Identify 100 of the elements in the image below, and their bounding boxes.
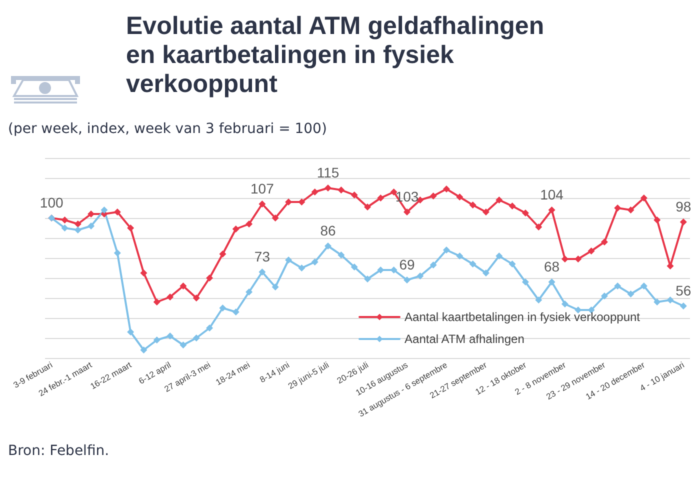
data-label: 73 (254, 248, 270, 264)
point (180, 342, 187, 348)
point (166, 332, 174, 340)
point (192, 334, 200, 342)
point (548, 206, 556, 214)
point (298, 198, 306, 206)
point (364, 204, 371, 210)
point (74, 220, 82, 228)
point (153, 298, 160, 306)
point (88, 222, 95, 230)
data-label: 68 (544, 258, 560, 274)
point (258, 200, 266, 208)
point (654, 216, 661, 224)
point (561, 300, 568, 308)
point (522, 278, 529, 286)
point (350, 192, 358, 198)
data-label: 103 (395, 188, 419, 204)
point (272, 284, 279, 290)
data-label: 98 (676, 198, 692, 214)
point (324, 242, 332, 250)
point (390, 266, 398, 274)
point (614, 282, 622, 290)
point (403, 208, 410, 216)
point (548, 278, 556, 286)
point (469, 260, 476, 268)
point (114, 208, 121, 216)
point (246, 288, 253, 296)
point (640, 194, 648, 202)
data-label: 69 (399, 256, 415, 272)
point (219, 304, 226, 312)
point (364, 276, 371, 282)
point (442, 186, 450, 192)
chart-subtitle: (per week, index, week van 3 februari = 100) (8, 121, 327, 137)
point (140, 270, 148, 276)
point (285, 256, 292, 264)
point (600, 238, 608, 246)
point (627, 290, 634, 298)
point (456, 194, 464, 200)
legend-label: Aantal kaartbetalingen in fysiek verkooppunt (404, 310, 641, 324)
point (482, 208, 490, 216)
point (561, 256, 568, 262)
legend-label: Aantal ATM afhalingen (404, 332, 524, 346)
point (574, 256, 582, 262)
point (403, 276, 410, 284)
point (272, 214, 279, 222)
point (430, 262, 437, 268)
point (127, 328, 134, 336)
data-label: 100 (40, 194, 64, 210)
point (311, 258, 318, 266)
point (680, 302, 687, 310)
data-label: 104 (540, 186, 564, 202)
point (206, 274, 214, 282)
point (496, 252, 503, 260)
point (338, 252, 345, 258)
data-label: 86 (320, 222, 336, 238)
data-label: 56 (676, 282, 692, 298)
point (258, 268, 266, 276)
point (140, 346, 148, 354)
point (232, 226, 240, 232)
point (508, 260, 516, 268)
point (127, 224, 134, 232)
point (114, 250, 121, 256)
point (61, 216, 68, 224)
point (600, 292, 608, 300)
point (496, 196, 503, 204)
point (100, 206, 108, 214)
point (535, 224, 542, 230)
point (535, 296, 542, 304)
point (469, 202, 476, 208)
point (627, 206, 634, 214)
point (61, 224, 68, 232)
data-label: 107 (250, 180, 274, 196)
text: Bron: Febelfin. (8, 443, 110, 459)
point (666, 296, 674, 304)
point (206, 324, 214, 332)
point (430, 192, 437, 200)
point (390, 188, 398, 196)
point (588, 248, 595, 254)
point (508, 202, 516, 210)
point (232, 308, 240, 316)
point (377, 194, 384, 202)
point (192, 294, 200, 302)
data-label: 115 (316, 164, 340, 180)
point (153, 336, 160, 344)
point (640, 282, 648, 290)
point (180, 282, 187, 290)
point (442, 246, 450, 254)
point (246, 220, 253, 228)
point (74, 226, 82, 234)
point (416, 272, 424, 280)
point (324, 184, 332, 192)
point (298, 264, 306, 272)
point (338, 186, 345, 194)
point (377, 266, 384, 274)
point (166, 294, 174, 300)
point (654, 298, 661, 306)
point (456, 252, 464, 260)
point (522, 210, 529, 216)
point (350, 264, 358, 270)
point (219, 250, 226, 258)
